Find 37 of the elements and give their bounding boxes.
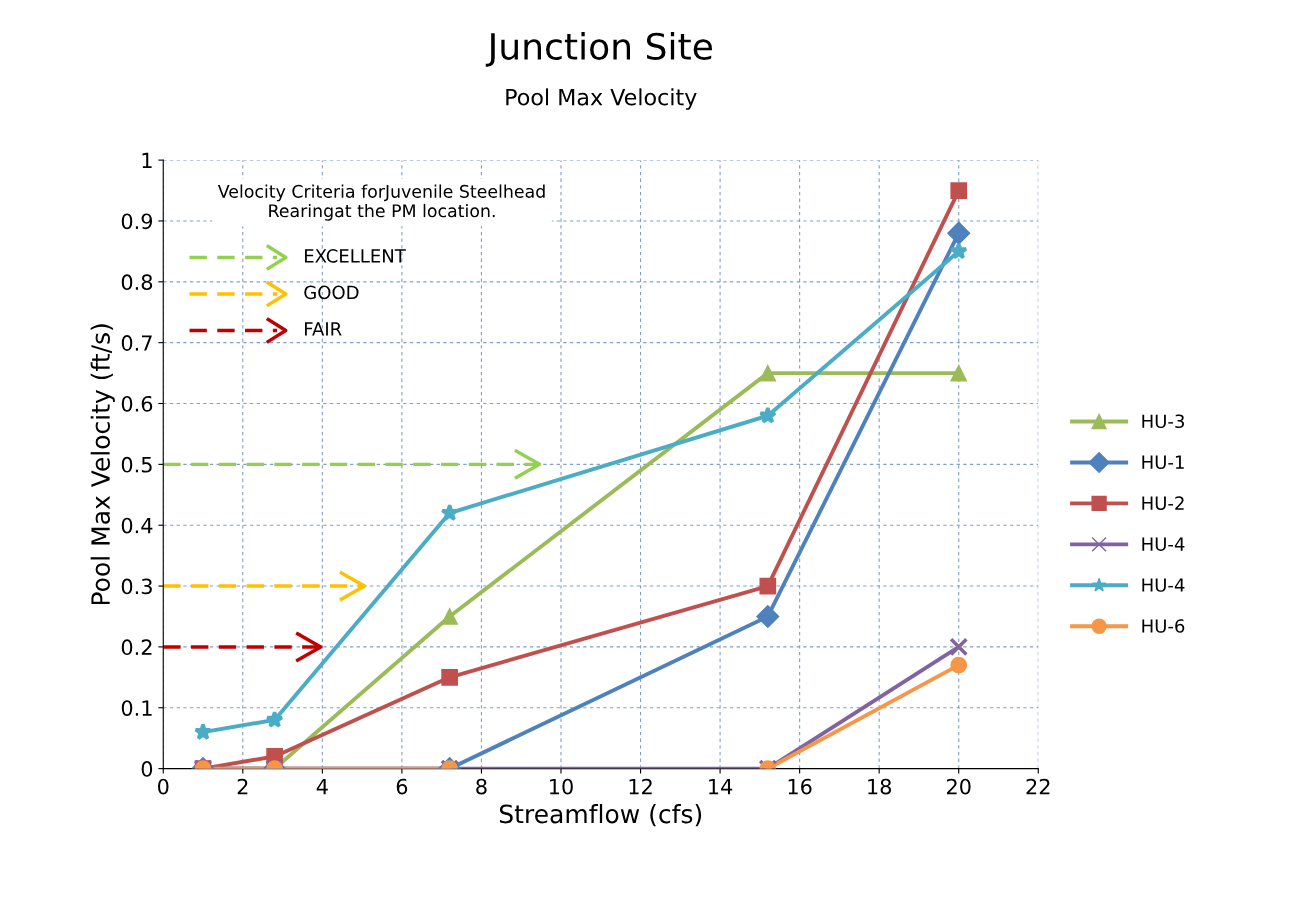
y-tick-label: 0.4 (121, 517, 153, 534)
legend-label: HU-2 (1142, 496, 1184, 510)
y-tick-label: 0.2 (121, 639, 152, 656)
legend-label: HU-3 (1142, 414, 1184, 429)
legend-label: EXCELLENT (305, 249, 406, 263)
legend-label: FAIR (305, 322, 342, 336)
x-axis-title: Streamflow (cfs) (499, 804, 702, 827)
y-tick-label: 0.9 (121, 213, 153, 230)
chart-subtitle: Pool Max Velocity (506, 88, 697, 110)
y-tick-label: 0.3 (121, 578, 152, 595)
legend-label: HU-4 (1142, 537, 1185, 551)
x-tick-label: 14 (709, 778, 733, 795)
x-tick-label: 4 (316, 778, 328, 795)
x-tick-label: 0 (158, 778, 169, 795)
annotation: Velocity Criteria forJuvenile Steelhead Rearingat the PM location. (217, 184, 545, 221)
x-tick-label: 18 (868, 778, 891, 795)
x-tick-label: 10 (550, 778, 573, 795)
legend-label: HU-4 (1142, 578, 1185, 592)
y-tick-label: 1 (142, 152, 152, 169)
x-tick-label: 22 (1026, 778, 1050, 795)
y-axis-title: Pool Max Velocity (ft/s) (90, 324, 115, 605)
x-tick-label: 20 (946, 778, 971, 795)
y-tick-label: 0 (141, 761, 153, 777)
x-tick-label: 8 (476, 778, 487, 795)
legend-label: HU-6 (1142, 619, 1185, 633)
x-tick-label: 12 (629, 778, 652, 795)
x-tick-label: 16 (788, 778, 812, 795)
y-tick-label: 0.6 (121, 395, 153, 412)
x-tick-label: 2 (237, 778, 248, 795)
chart-title: Junction Site (485, 32, 712, 67)
y-tick-label: 0.5 (121, 456, 152, 473)
y-tick-label: 0.8 (121, 274, 153, 291)
x-tick-label: 6 (396, 778, 408, 795)
y-tick-label: 0.1 (121, 700, 152, 716)
y-tick-label: 0.7 (121, 335, 152, 351)
legend-label: GOOD (304, 285, 359, 300)
legend-label: HU-1 (1142, 455, 1184, 470)
